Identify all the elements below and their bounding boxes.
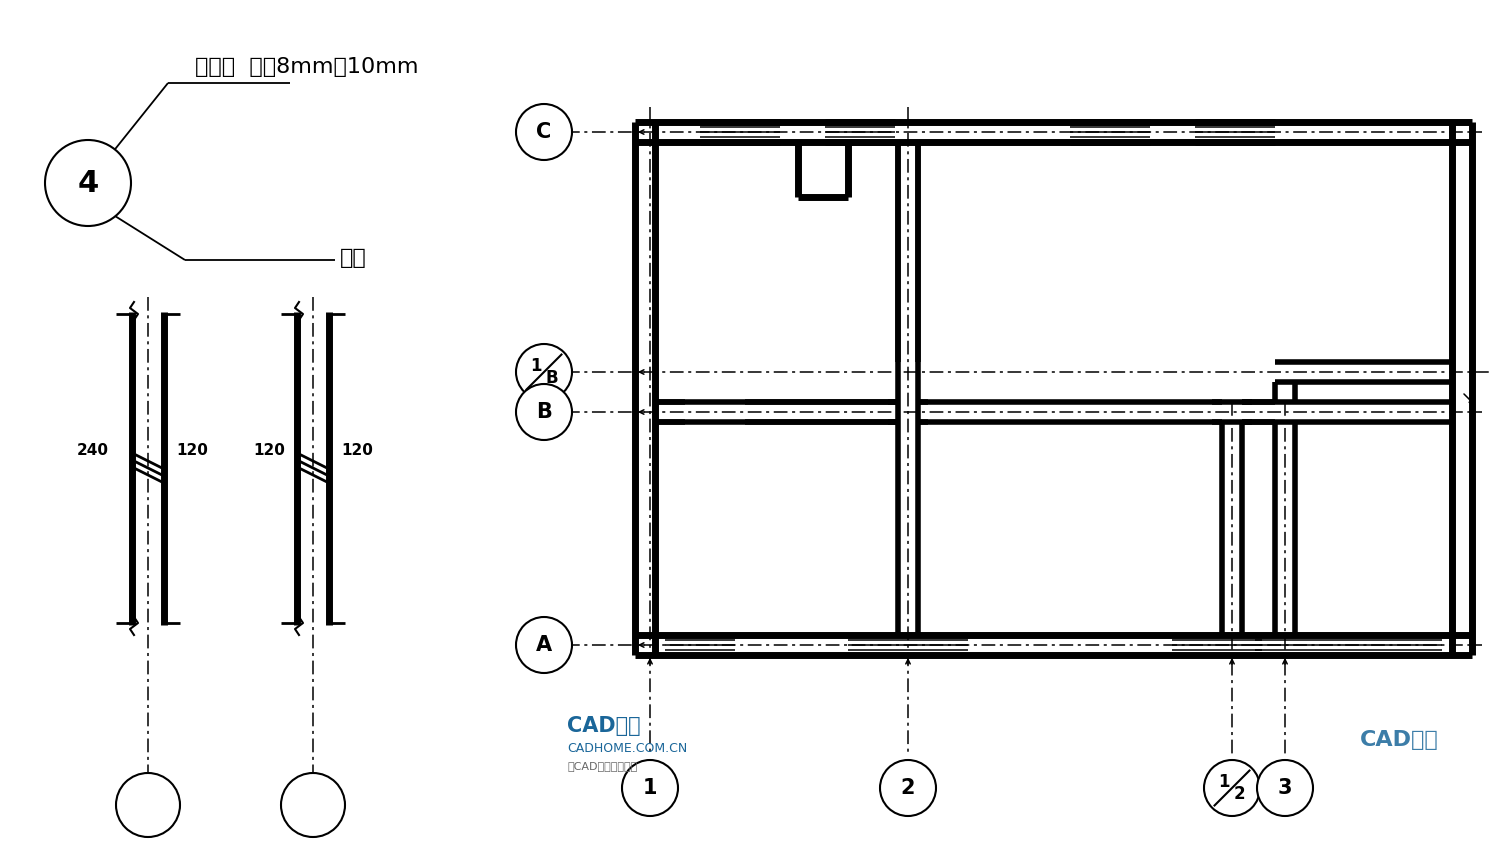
Circle shape — [282, 773, 345, 837]
Circle shape — [45, 140, 130, 226]
Text: A: A — [536, 635, 553, 655]
Text: 1: 1 — [1218, 773, 1230, 790]
Circle shape — [515, 104, 572, 160]
Circle shape — [1257, 760, 1314, 816]
Text: 细实线  直径8mm或10mm: 细实线 直径8mm或10mm — [195, 57, 418, 77]
Text: 让CAD学习更简单！: 让CAD学习更简单！ — [568, 761, 637, 771]
Text: 2: 2 — [1234, 785, 1246, 803]
Text: 4: 4 — [78, 168, 99, 197]
Text: 120: 120 — [177, 443, 208, 457]
Text: CAD之家: CAD之家 — [1360, 730, 1438, 750]
Text: 120: 120 — [342, 443, 373, 457]
Text: 2: 2 — [900, 778, 915, 798]
Circle shape — [515, 617, 572, 673]
Circle shape — [622, 760, 679, 816]
Text: 编号: 编号 — [340, 248, 367, 268]
Text: C: C — [536, 122, 551, 142]
Circle shape — [1204, 760, 1260, 816]
Text: 1: 1 — [643, 778, 658, 798]
Circle shape — [115, 773, 180, 837]
Text: 3: 3 — [1278, 778, 1293, 798]
Text: 120: 120 — [253, 443, 285, 457]
Circle shape — [515, 384, 572, 440]
Text: CAD之家: CAD之家 — [568, 716, 641, 736]
Text: 1: 1 — [530, 357, 542, 375]
Text: CADHOME.COM.CN: CADHOME.COM.CN — [568, 741, 688, 755]
Text: 240: 240 — [76, 443, 109, 457]
Circle shape — [515, 344, 572, 400]
Circle shape — [879, 760, 936, 816]
Text: B: B — [545, 369, 559, 387]
Text: B: B — [536, 402, 551, 422]
